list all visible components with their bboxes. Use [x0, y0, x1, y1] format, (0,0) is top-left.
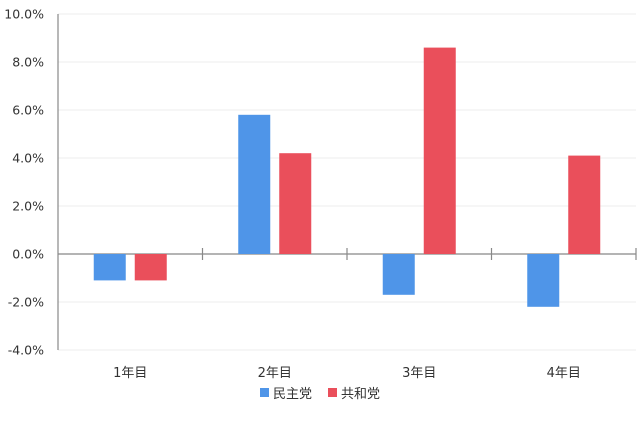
bar: [279, 153, 312, 254]
legend-label-republican: 共和党: [341, 387, 381, 402]
bar: [568, 155, 601, 254]
bar: [134, 254, 167, 281]
x-tick-label: 1年目: [113, 366, 148, 381]
legend-label-democrat: 民主党: [272, 387, 312, 402]
legend-item-republican: 共和党: [328, 383, 380, 402]
legend-item-democrat: 民主党: [259, 383, 312, 402]
legend: 民主党 共和党: [0, 383, 640, 402]
y-tick-label: -2.0%: [7, 294, 44, 310]
bar: [382, 254, 415, 295]
bar: [423, 47, 456, 254]
legend-swatch-republican: [328, 388, 337, 397]
legend-swatch-democrat: [259, 388, 269, 397]
bar: [238, 114, 271, 254]
y-tick-label: 10.0%: [4, 6, 44, 22]
y-tick-label: -4.0%: [7, 342, 44, 358]
y-tick-label: 0.0%: [12, 246, 44, 262]
x-tick-label: 3年目: [402, 366, 437, 381]
bar: [527, 254, 560, 307]
y-tick-label: 2.0%: [12, 198, 44, 214]
y-tick-label: 4.0%: [12, 150, 44, 166]
x-tick-label: 4年目: [546, 366, 581, 381]
y-tick-label: 8.0%: [12, 54, 44, 70]
x-tick-label: 2年目: [257, 366, 292, 381]
y-tick-label: 6.0%: [12, 102, 44, 118]
bar: [93, 254, 126, 281]
